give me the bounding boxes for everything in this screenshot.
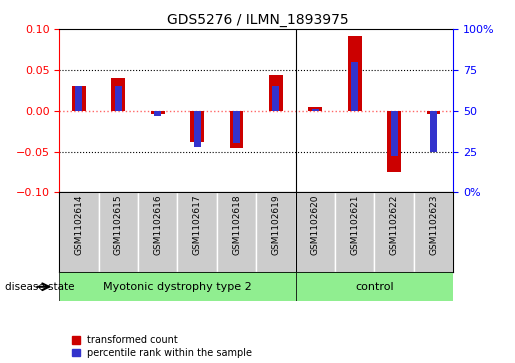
Bar xyxy=(308,107,322,111)
Bar xyxy=(430,111,437,152)
Bar xyxy=(374,192,414,272)
Bar xyxy=(217,192,256,272)
Bar xyxy=(296,192,335,272)
Bar xyxy=(426,111,440,114)
Text: disease state: disease state xyxy=(5,282,75,292)
Bar xyxy=(99,192,138,272)
Bar xyxy=(230,111,244,148)
Bar xyxy=(177,192,217,272)
Text: Myotonic dystrophy type 2: Myotonic dystrophy type 2 xyxy=(103,282,252,292)
Bar xyxy=(296,272,453,301)
Text: GSM1102614: GSM1102614 xyxy=(75,195,83,255)
Text: GSM1102616: GSM1102616 xyxy=(153,195,162,256)
Text: GSM1102619: GSM1102619 xyxy=(271,195,280,256)
Text: GSM1102623: GSM1102623 xyxy=(429,195,438,255)
Bar xyxy=(194,111,201,147)
Bar xyxy=(348,36,362,111)
Bar xyxy=(154,111,161,115)
Bar xyxy=(190,111,204,142)
Bar xyxy=(233,111,240,143)
Text: control: control xyxy=(355,282,393,292)
Text: GSM1102622: GSM1102622 xyxy=(390,195,399,255)
Text: GSM1102615: GSM1102615 xyxy=(114,195,123,256)
Text: GSM1102621: GSM1102621 xyxy=(350,195,359,255)
Bar xyxy=(414,192,453,272)
Text: GSM1102620: GSM1102620 xyxy=(311,195,320,255)
Bar xyxy=(115,86,122,111)
Bar xyxy=(138,192,177,272)
Bar xyxy=(312,109,319,111)
Bar xyxy=(390,111,398,156)
Bar xyxy=(75,86,82,111)
Text: GSM1102618: GSM1102618 xyxy=(232,195,241,256)
Legend: transformed count, percentile rank within the sample: transformed count, percentile rank withi… xyxy=(72,335,252,358)
Text: GDS5276 / ILMN_1893975: GDS5276 / ILMN_1893975 xyxy=(167,13,348,27)
Bar xyxy=(256,192,296,272)
Bar xyxy=(59,192,99,272)
Text: GSM1102617: GSM1102617 xyxy=(193,195,201,256)
Bar xyxy=(387,111,401,172)
Bar xyxy=(351,62,358,111)
Bar xyxy=(111,78,125,111)
Bar xyxy=(151,111,165,114)
Bar xyxy=(72,86,86,111)
Bar xyxy=(269,75,283,111)
Bar xyxy=(272,86,280,111)
Bar xyxy=(59,272,296,301)
Bar xyxy=(335,192,374,272)
